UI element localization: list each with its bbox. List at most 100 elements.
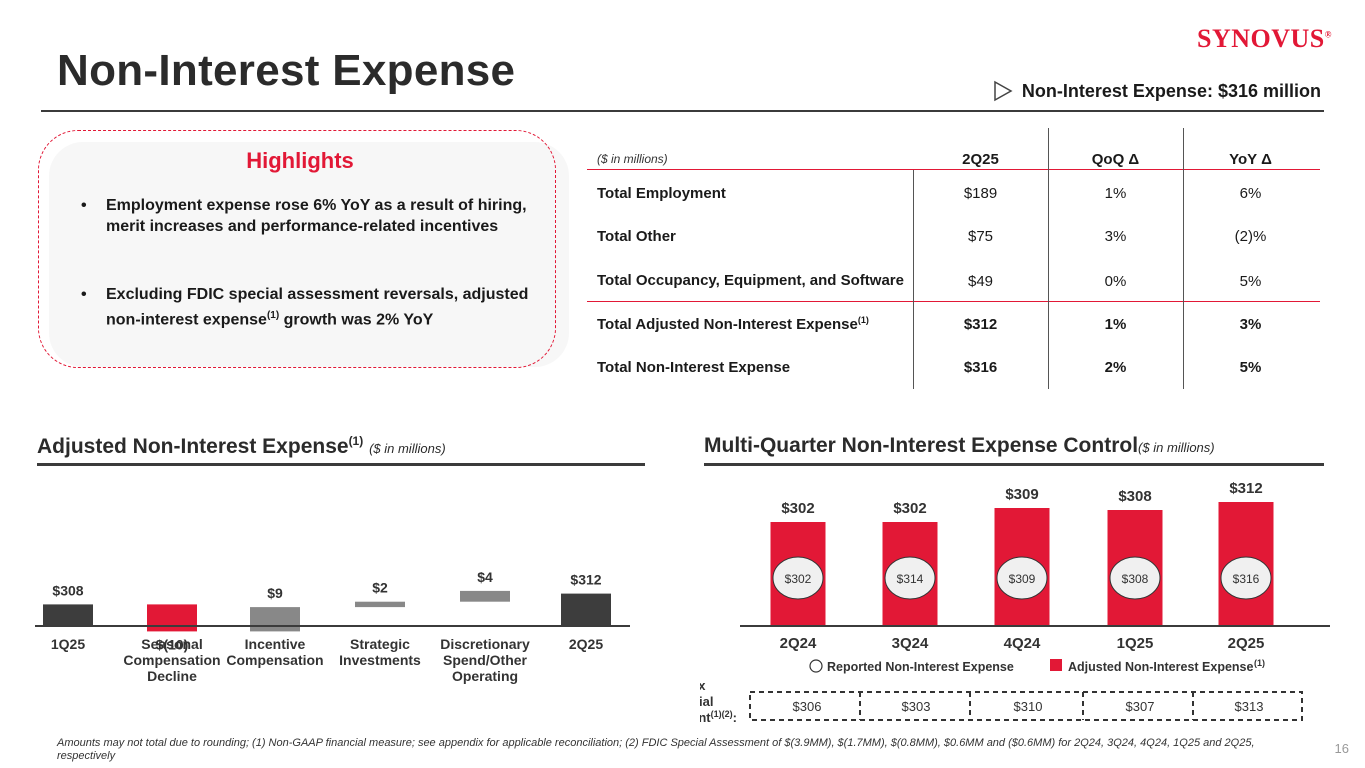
highlight-bullet-2: Excluding FDIC special assessment revers… bbox=[81, 284, 531, 330]
reported-nie-marker bbox=[1109, 556, 1161, 600]
row-value-yoy: 6% bbox=[1239, 184, 1262, 202]
adj-nie-ex-fdic-box bbox=[749, 691, 1303, 721]
page-number: 16 bbox=[1334, 741, 1349, 756]
row-label: Total Non-Interest Expense bbox=[597, 358, 791, 376]
waterfall-chart: $308 $(10) $9 $2 $4 $312 1Q25 Seasonal Compensat… bbox=[35, 569, 630, 684]
left-section-title-text: Adjusted Non-Interest Expense bbox=[37, 435, 349, 458]
adjusted-nie-label: $309 bbox=[1005, 486, 1038, 503]
table-row: Total Non-Interest Expense $316 2% 5% bbox=[587, 352, 1320, 382]
waterfall-bar bbox=[561, 593, 611, 626]
bullet2-footnote-ref: (1) bbox=[266, 310, 280, 321]
row-value-yoy: 5% bbox=[1239, 358, 1262, 376]
reported-nie-label: $309 bbox=[1009, 572, 1036, 586]
title-divider bbox=[41, 110, 1324, 112]
waterfall-category-label: Incentive Compensation bbox=[226, 636, 323, 668]
waterfall-value-label: $(10) bbox=[156, 636, 189, 652]
table-total-rule bbox=[587, 301, 1320, 302]
footnote: Amounts may not total due to rounding; (… bbox=[57, 737, 1255, 762]
waterfall-value-label: $308 bbox=[52, 582, 83, 598]
waterfall-category-label: Strategic Investments bbox=[339, 636, 421, 668]
row-label-footnote: (1) bbox=[857, 315, 869, 325]
waterfall-value-label: $312 bbox=[570, 572, 601, 588]
legend-adjusted-label: Adjusted Non-Interest Expense bbox=[1068, 660, 1253, 674]
left-section-footnote: (1) bbox=[348, 434, 364, 448]
table-col-divider bbox=[1183, 128, 1184, 389]
waterfall-value-label: $2 bbox=[372, 580, 388, 596]
table-col-divider bbox=[913, 170, 914, 389]
waterfall-category-label: Seasonal Compensation Decline bbox=[123, 636, 220, 684]
row-label: Total Occupancy, Equipment, and Software bbox=[597, 272, 904, 289]
waterfall-value-label: $9 bbox=[267, 585, 283, 601]
reported-nie-label: $316 bbox=[1233, 572, 1260, 586]
waterfall-bar bbox=[355, 601, 405, 608]
multi-quarter-category-label: 2Q24 bbox=[780, 635, 817, 652]
left-section-rule bbox=[37, 463, 645, 466]
table-row: Total Other $75 3% (2)% bbox=[587, 221, 1320, 251]
legend-reported-label: Reported Non-Interest Expense bbox=[827, 660, 1014, 674]
legend-reported-swatch bbox=[809, 659, 823, 673]
left-section-title: Adjusted Non-Interest Expense(1) ($ in m… bbox=[37, 434, 446, 459]
table-header-rule bbox=[587, 169, 1320, 170]
adj-nie-ex-fdic-value: $303 bbox=[902, 699, 931, 714]
waterfall-category-label: 1Q25 bbox=[51, 636, 85, 652]
adjusted-nie-label: $312 bbox=[1229, 480, 1262, 497]
row-value-qoq: 1% bbox=[1104, 184, 1127, 202]
legend-adjusted-swatch bbox=[1050, 659, 1062, 671]
table-unit-label: ($ in millions) bbox=[597, 152, 668, 166]
waterfall-value-label: $4 bbox=[477, 569, 493, 585]
row-value-2q25: $49 bbox=[967, 272, 994, 290]
multi-quarter-category-label: 4Q24 bbox=[1004, 635, 1041, 652]
row-value-qoq: 1% bbox=[1104, 315, 1127, 333]
right-section-title-text: Multi-Quarter Non-Interest Expense Contr… bbox=[704, 434, 1139, 457]
row-label-text: Total Adjusted Non-Interest Expense bbox=[597, 316, 858, 333]
adjusted-nie-label: $302 bbox=[893, 500, 926, 517]
col-header-qoq: QoQ Δ bbox=[1091, 150, 1140, 168]
adj-nie-ex-fdic-value: $313 bbox=[1235, 699, 1264, 714]
logo-text: Synovus bbox=[1197, 24, 1325, 53]
page-title: Non-Interest Expense bbox=[57, 46, 516, 95]
row-value-yoy: 3% bbox=[1239, 315, 1262, 333]
adjusted-nie-label: $308 bbox=[1118, 488, 1151, 505]
legend-adjusted-footnote: (1) bbox=[1254, 658, 1265, 668]
play-arrow-icon bbox=[994, 80, 1013, 102]
row-value-2q25: $75 bbox=[967, 227, 994, 245]
adjusted-nie-label: $302 bbox=[781, 500, 814, 517]
waterfall-bar bbox=[460, 590, 510, 602]
row-value-yoy: 5% bbox=[1239, 272, 1262, 290]
waterfall-category-label: 2Q25 bbox=[569, 636, 603, 652]
right-section-rule bbox=[704, 463, 1324, 466]
col-header-2q25: 2Q25 bbox=[962, 150, 999, 168]
table-row: Total Employment $189 1% 6% bbox=[587, 178, 1320, 208]
row-value-2q25: $316 bbox=[963, 358, 998, 376]
waterfall-bar bbox=[147, 604, 197, 632]
synovus-logo: Synovus® bbox=[1197, 24, 1332, 53]
row-label: Total Other bbox=[597, 227, 676, 245]
row-value-qoq: 0% bbox=[1104, 272, 1127, 290]
waterfall-category-label: Discretionary Spend/Other Operating bbox=[440, 636, 530, 684]
row-label: Total Employment bbox=[597, 184, 726, 202]
adj-nie-ex-fdic-label: Adj. NIE, exFDIC SpecialAssessment(1)(2)… bbox=[700, 678, 737, 725]
reported-nie-label: $314 bbox=[897, 572, 924, 586]
reported-nie-marker bbox=[884, 556, 936, 600]
row-label: Total Adjusted Non-Interest Expense(1) bbox=[587, 315, 913, 333]
table-col-divider bbox=[1048, 128, 1049, 389]
reported-nie-marker bbox=[996, 556, 1048, 600]
headline-callout: Non-Interest Expense: $316 million bbox=[992, 80, 1321, 102]
adj-nie-ex-fdic-value: $310 bbox=[1014, 699, 1043, 714]
reported-nie-label: $302 bbox=[785, 572, 812, 586]
bullet2-text-a: Excluding FDIC special assessment revers… bbox=[106, 286, 529, 329]
row-value-qoq: 3% bbox=[1104, 227, 1127, 245]
left-section-unit: ($ in millions) bbox=[369, 441, 446, 456]
table-header-row: ($ in millions) 2Q25 QoQ Δ YoY Δ bbox=[587, 144, 1320, 174]
multi-quarter-category-label: 2Q25 bbox=[1228, 635, 1265, 652]
bullet2-text-b: growth was 2% YoY bbox=[279, 311, 434, 329]
multi-quarter-category-label: 3Q24 bbox=[892, 635, 929, 652]
table-row: Total Adjusted Non-Interest Expense(1) $… bbox=[587, 309, 1320, 339]
reported-nie-label: $308 bbox=[1122, 572, 1149, 586]
right-section-unit: ($ in millions) bbox=[1138, 440, 1215, 455]
adj-nie-ex-fdic-value: $307 bbox=[1126, 699, 1155, 714]
multi-quarter-chart: $302 $302 $302 $314 $309 $309 $308 $308 $312 $316… bbox=[700, 480, 1330, 725]
row-value-yoy: (2)% bbox=[1234, 227, 1267, 245]
col-header-yoy: YoY Δ bbox=[1229, 150, 1272, 168]
row-value-2q25: $312 bbox=[963, 315, 998, 333]
